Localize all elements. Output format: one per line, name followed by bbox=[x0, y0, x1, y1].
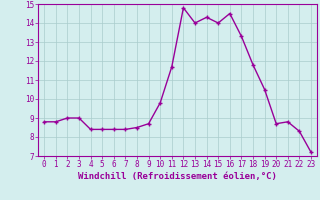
X-axis label: Windchill (Refroidissement éolien,°C): Windchill (Refroidissement éolien,°C) bbox=[78, 172, 277, 181]
